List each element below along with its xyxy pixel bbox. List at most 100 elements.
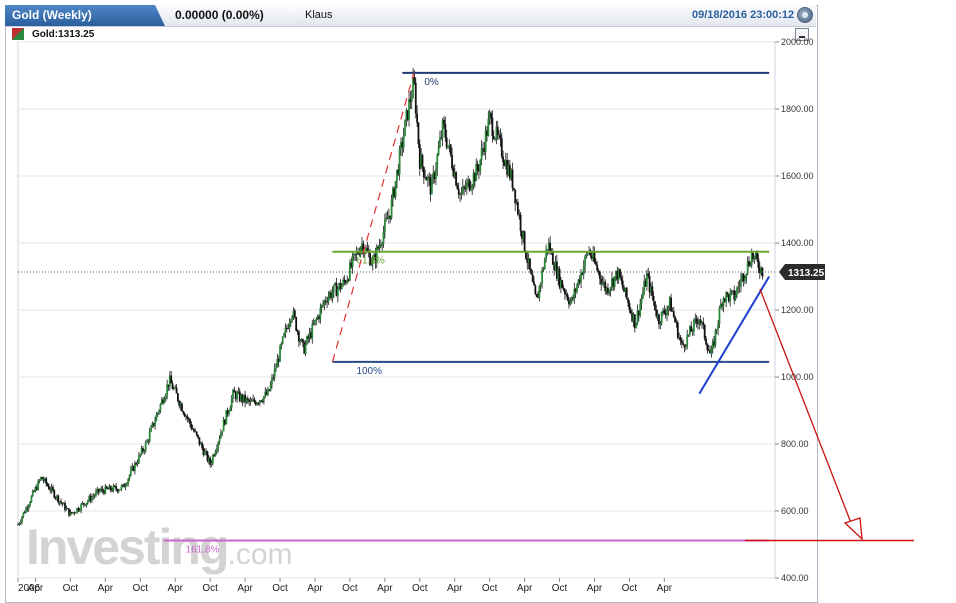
candle-body <box>426 176 429 181</box>
candle-body <box>389 215 392 219</box>
candle-body <box>129 469 132 476</box>
candle-body <box>185 416 187 418</box>
candle-body <box>319 308 322 320</box>
x-tick-label: Oct <box>272 583 288 594</box>
candle-body <box>81 503 84 504</box>
candle-body <box>418 144 421 169</box>
candle-body <box>483 148 486 152</box>
candle-body <box>100 488 103 491</box>
candle-body <box>597 270 600 272</box>
candle-body <box>667 306 670 311</box>
candle-body <box>693 319 695 332</box>
candle-body <box>238 391 241 401</box>
candle-body <box>549 242 552 253</box>
candle-body <box>619 269 621 278</box>
candle-body <box>428 176 431 178</box>
candle-body <box>644 280 647 287</box>
candle-body <box>207 457 210 462</box>
candle-body <box>57 495 60 503</box>
candle-body <box>194 431 197 433</box>
candle-body <box>457 189 460 195</box>
candle-body <box>475 163 478 182</box>
candle-body <box>363 252 366 255</box>
candle-body <box>38 480 41 482</box>
candle-body <box>249 400 252 403</box>
candle-body <box>709 350 711 354</box>
candle-body <box>658 314 660 325</box>
fib-label: 61.8% <box>356 256 384 267</box>
title-tab[interactable] <box>5 5 165 26</box>
candle-body <box>164 394 167 400</box>
candle-body <box>361 243 363 248</box>
candle-body <box>331 292 334 298</box>
chart-title[interactable]: Gold (Weekly) <box>12 8 92 22</box>
candle-body <box>211 455 214 463</box>
candle-body <box>252 399 255 402</box>
candle-body <box>154 421 156 426</box>
candle-body <box>629 309 632 314</box>
candle-body <box>291 316 294 321</box>
candle-body <box>670 297 672 312</box>
candle-body <box>365 248 367 253</box>
candle-body <box>271 377 273 385</box>
candle-body <box>611 278 613 288</box>
minimize-icon[interactable] <box>795 28 809 41</box>
candle-body <box>687 334 690 336</box>
candle-body <box>555 261 558 279</box>
candle-body <box>406 110 409 120</box>
candle-body <box>702 322 705 325</box>
candle-body <box>327 296 330 303</box>
candle-body <box>738 286 741 287</box>
candle-body <box>648 275 651 293</box>
candle-body <box>459 194 462 195</box>
candle-body <box>190 423 193 429</box>
candle-body <box>443 119 445 124</box>
candle-body <box>562 288 565 290</box>
candle-body <box>293 310 296 318</box>
candle-body <box>323 300 326 305</box>
candle-body <box>299 341 302 343</box>
candle-body <box>405 110 408 120</box>
candle-body <box>566 294 569 301</box>
candle-body <box>202 447 205 456</box>
candle-body <box>191 428 194 430</box>
candle-body <box>554 261 557 271</box>
candle-body <box>515 201 518 204</box>
candle-body <box>186 416 189 419</box>
candle-body <box>594 261 597 265</box>
candle-body <box>537 296 539 299</box>
candle-body <box>250 400 253 402</box>
candle-body <box>441 119 444 138</box>
candle-body <box>547 242 550 250</box>
candle-body <box>358 253 361 255</box>
candle-body <box>170 375 173 384</box>
candle-body <box>668 297 671 307</box>
candle-body <box>307 336 310 339</box>
candle-body <box>124 485 127 488</box>
candle-body <box>168 375 171 387</box>
candle-body <box>577 279 580 286</box>
candle-body <box>113 485 116 487</box>
candle-body <box>690 326 693 332</box>
close-icon[interactable] <box>797 7 813 23</box>
candle-body <box>527 258 530 264</box>
candle-body <box>296 330 299 332</box>
candle-body <box>731 290 734 292</box>
candle-body <box>82 503 85 505</box>
candle-body <box>746 261 749 274</box>
candle-body <box>374 254 377 263</box>
candle-body <box>433 172 436 180</box>
candle-body <box>76 508 79 513</box>
candle-body <box>120 485 123 490</box>
candle-body <box>678 337 681 339</box>
candle-body <box>86 500 89 503</box>
candle-body <box>139 454 142 455</box>
candle-body <box>35 487 38 490</box>
x-tick-label: Apr <box>587 583 603 594</box>
candle-body <box>710 349 713 354</box>
candle-body <box>226 410 229 415</box>
candle-body <box>80 503 83 511</box>
candle-body <box>617 269 620 280</box>
candle-body <box>523 231 526 252</box>
